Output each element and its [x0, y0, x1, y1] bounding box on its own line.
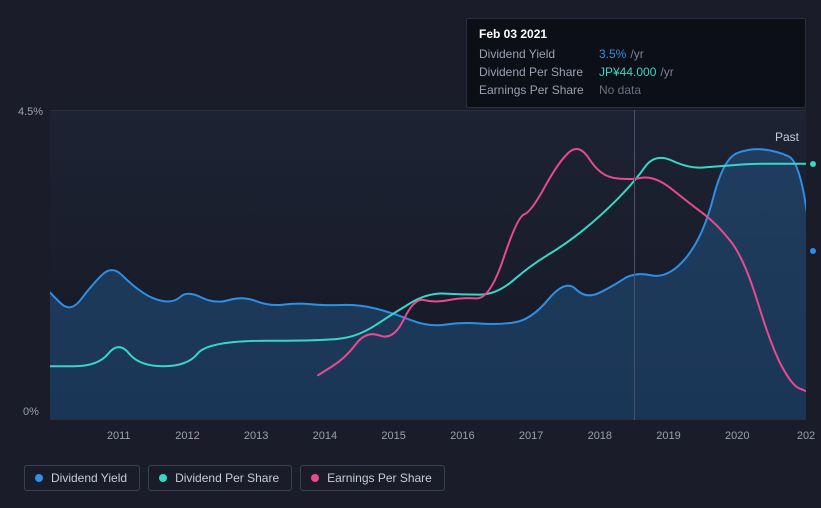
tooltip-row-label: Dividend Yield: [479, 45, 599, 63]
series-end-marker: [808, 246, 818, 256]
legend-item-earnings-per-share[interactable]: Earnings Per Share: [300, 465, 445, 491]
x-tick: 2014: [313, 430, 337, 442]
x-tick: 2015: [381, 430, 405, 442]
tooltip-row: Dividend Per ShareJP¥44.000/yr: [479, 63, 793, 81]
tooltip-row: Dividend Yield3.5% /yr: [479, 45, 793, 63]
x-tick: 2012: [175, 430, 199, 442]
tooltip-row-value: 3.5%: [599, 45, 626, 63]
legend-dot: [311, 474, 319, 482]
legend-dot: [35, 474, 43, 482]
series-end-marker: [808, 159, 818, 169]
legend-item-dividend-yield[interactable]: Dividend Yield: [24, 465, 140, 491]
x-tick: 2017: [519, 430, 543, 442]
legend-label: Dividend Per Share: [175, 471, 279, 485]
x-tick: 2016: [450, 430, 474, 442]
y-axis-label-min: 0%: [23, 406, 39, 418]
tooltip-row: Earnings Per ShareNo data: [479, 81, 793, 99]
legend-dot: [159, 474, 167, 482]
x-tick: 2013: [244, 430, 268, 442]
legend-label: Dividend Yield: [51, 471, 127, 485]
chart-plot[interactable]: [50, 110, 806, 420]
legend-label: Earnings Per Share: [327, 471, 432, 485]
chart-tooltip: Feb 03 2021 Dividend Yield3.5%/yrDividen…: [466, 18, 806, 108]
chart-crosshair: [634, 110, 635, 420]
tooltip-date: Feb 03 2021: [479, 27, 793, 41]
chart-svg: [50, 110, 806, 420]
x-tick: 2019: [656, 430, 680, 442]
tooltip-row-unit: /yr: [630, 45, 643, 63]
x-tick: 2018: [588, 430, 612, 442]
tooltip-row-label: Earnings Per Share: [479, 81, 599, 99]
chart-legend: Dividend Yield Dividend Per Share Earnings…: [24, 465, 445, 491]
x-tick: 2011: [107, 430, 131, 442]
x-tick: 202: [797, 430, 815, 442]
tooltip-row-unit: /yr: [660, 63, 673, 81]
legend-item-dividend-per-share[interactable]: Dividend Per Share: [148, 465, 292, 491]
x-tick: 2020: [725, 430, 749, 442]
tooltip-row-value: JP¥44.000: [599, 63, 656, 81]
tooltip-row-label: Dividend Per Share: [479, 63, 599, 81]
past-label: Past: [775, 130, 799, 144]
tooltip-row-value: No data: [599, 81, 641, 99]
y-axis-label-max: 4.5%: [18, 106, 43, 118]
